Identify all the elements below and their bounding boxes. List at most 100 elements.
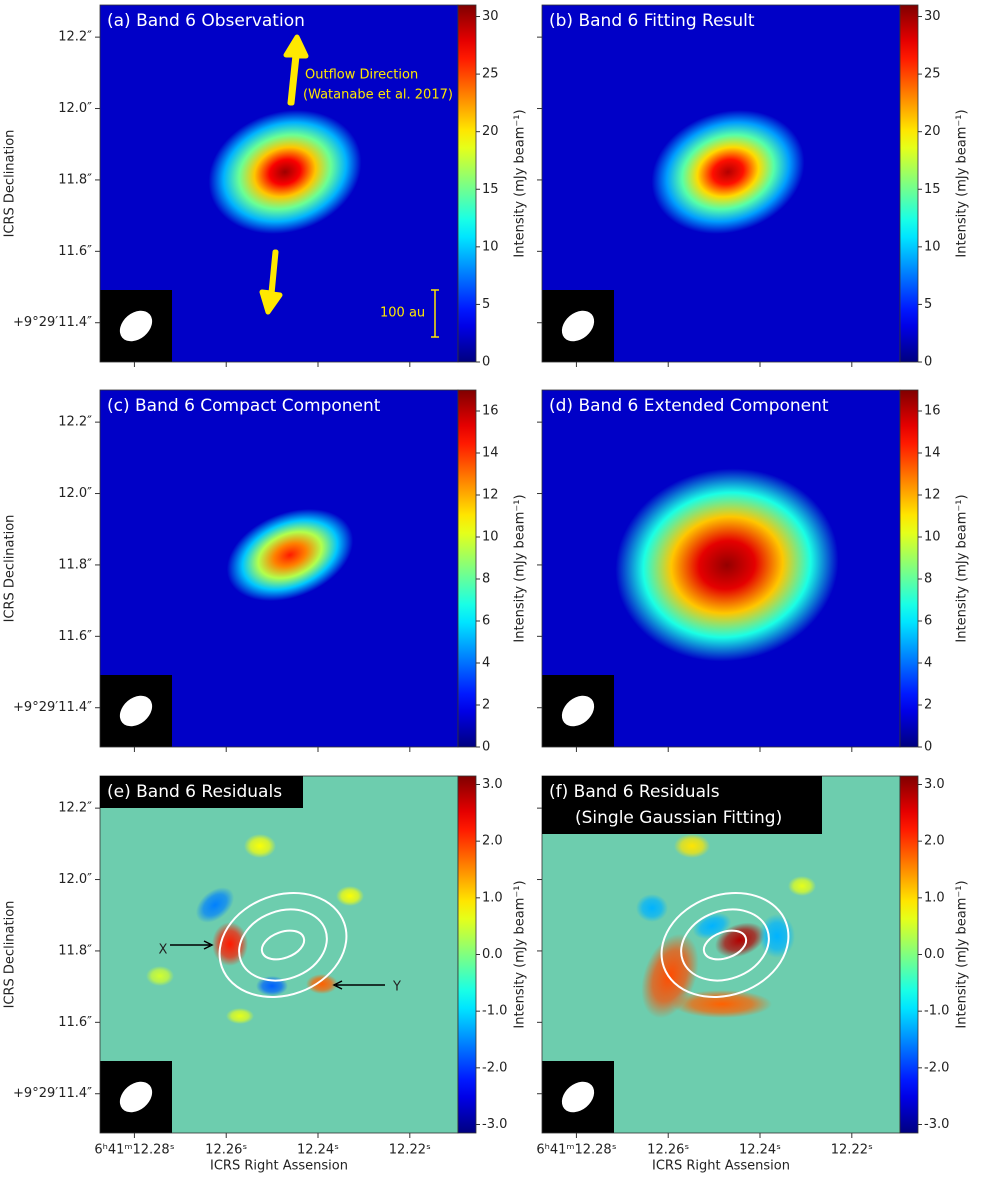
colorbar-tick-label: 0 [482, 740, 490, 755]
y-axis-label: ICRS Declination [3, 515, 18, 623]
colorbar-label: Intensity (mJy beam⁻¹) [955, 109, 970, 257]
scale-bar [431, 289, 439, 338]
contour [702, 929, 748, 961]
colorbar-tick-label: 0 [482, 355, 490, 370]
colorbar-tick-label: 2 [924, 698, 932, 713]
y-tick-label: +9°29′11.4″ [13, 1086, 92, 1101]
colorbar-tick-label: 10 [924, 239, 941, 254]
emission [195, 887, 235, 923]
colorbar-tick-label: 10 [482, 530, 499, 545]
colorbar-tick-label: 16 [924, 404, 941, 419]
annotation: (Watanabe et al. 2017) [303, 88, 453, 103]
x-tick-label: 6ʰ41ᵐ12.28ˢ [536, 1143, 616, 1158]
colorbar-label: Intensity (mJy beam⁻¹) [513, 109, 528, 257]
y-tick-label: +9°29′11.4″ [13, 700, 92, 715]
colorbar-scale [899, 775, 919, 1134]
colorbar-tick-label: 12 [482, 488, 499, 503]
y-tick-label: 12.2″ [58, 415, 92, 430]
emission [208, 110, 362, 234]
colorbar-tick-label: 3.0 [482, 777, 503, 792]
annotation: Y [392, 980, 401, 995]
colorbar-tick-label: 0.0 [482, 947, 503, 962]
colorbar-tick-label: 15 [482, 182, 499, 197]
colorbar-tick-label: 30 [482, 9, 499, 24]
y-tick-label: 11.8″ [58, 943, 92, 958]
beam [561, 310, 595, 342]
colorbar-scale [457, 389, 477, 748]
panel-title: (f) Band 6 Residuals [549, 782, 720, 802]
colorbar-tick-label: 2 [482, 698, 490, 713]
x-tick-label: 6ʰ41ᵐ12.28ˢ [94, 1143, 174, 1158]
colorbar-tick-label: 5 [924, 297, 932, 312]
colorbar-tick-label: 15 [924, 182, 941, 197]
colorbar: 0 5 10 15 20 25 30 Intensity (mJy beam⁻¹) [899, 4, 970, 370]
colorbar-tick-label: 20 [924, 124, 941, 139]
panel-title: (b) Band 6 Fitting Result [549, 11, 755, 31]
y-tick-label: 11.8″ [58, 557, 92, 572]
colorbar: 0 2 4 6 8 10 12 14 16 Intensity (mJy beam⁻¹) [899, 389, 970, 755]
panel: (b) Band 6 Fitting Result 0 5 10 15 20 25 30 Int… [537, 4, 970, 370]
colorbar-label: Intensity (mJy beam⁻¹) [955, 494, 970, 642]
colorbar-tick-label: 0 [924, 355, 932, 370]
title-box [100, 776, 303, 808]
colorbar-tick-label: 10 [482, 239, 499, 254]
emission [336, 886, 364, 906]
y-tick-label: +9°29′11.4″ [13, 315, 92, 330]
colorbar-tick-label: 8 [924, 572, 932, 587]
colorbar-tick-label: -2.0 [924, 1060, 949, 1075]
colorbar-tick-label: 2.0 [482, 834, 503, 849]
colorbar: 0 2 4 6 8 10 12 14 16 Intensity (mJy beam⁻¹) [457, 389, 528, 755]
colorbar-tick-label: 4 [482, 656, 490, 671]
x-tick-label: 12.22ˢ [389, 1143, 431, 1158]
colorbar-tick-label: 3.0 [924, 777, 945, 792]
colorbar-tick-label: 2.0 [924, 834, 945, 849]
emission [759, 914, 795, 958]
colorbar-tick-label: 30 [924, 9, 941, 24]
panel: (c) Band 6 Compact Component +9°29′11.4″ 1… [3, 389, 528, 755]
colorbar-tick-label: 6 [482, 614, 490, 629]
colorbar-tick-label: -1.0 [924, 1004, 949, 1019]
colorbar: 0 5 10 15 20 25 30 Intensity (mJy beam⁻¹) [457, 4, 528, 370]
colorbar-tick-label: 5 [482, 297, 490, 312]
beam [561, 695, 595, 727]
emission [672, 990, 772, 1018]
colorbar-tick-label: 8 [482, 572, 490, 587]
beam [119, 1081, 153, 1113]
x-axis-label: ICRS Right Assension [210, 1159, 348, 1174]
x-tick-label: 12.26ˢ [205, 1143, 247, 1158]
emission [615, 468, 839, 662]
colorbar-tick-label: 10 [924, 530, 941, 545]
y-tick-label: 12.2″ [58, 801, 92, 816]
emission [636, 894, 668, 922]
emission [651, 110, 805, 234]
emission [146, 966, 174, 986]
panel-title: (c) Band 6 Compact Component [107, 396, 381, 416]
panel: (f) Band 6 Residuals (Single Gaussian Fit… [536, 775, 970, 1174]
beam [119, 695, 153, 727]
colorbar-tick-label: 16 [482, 404, 499, 419]
x-tick-label: 12.22ˢ [831, 1143, 873, 1158]
y-axis-label: ICRS Declination [3, 130, 18, 238]
colorbar-tick-label: -1.0 [482, 1004, 507, 1019]
contour [680, 908, 770, 982]
emission [306, 974, 338, 994]
colorbar-tick-label: 25 [924, 67, 941, 82]
beam [561, 1081, 595, 1113]
emission [244, 834, 276, 858]
colorbar-tick-label: -3.0 [924, 1117, 949, 1132]
colorbar-tick-label: 1.0 [924, 890, 945, 905]
contour [660, 892, 790, 998]
panel: (a) Band 6 Observation Outflow Direction (… [3, 4, 528, 370]
y-tick-label: 12.0″ [58, 872, 92, 887]
annotation: Outflow Direction [305, 68, 418, 83]
colorbar: -3.0 -2.0 -1.0 0.0 1.0 2.0 3.0 Intensity (mJy b… [899, 775, 970, 1134]
colorbar-tick-label: 6 [924, 614, 932, 629]
colorbar-tick-label: 1.0 [482, 890, 503, 905]
colorbar-label: Intensity (mJy beam⁻¹) [513, 494, 528, 642]
y-tick-label: 12.0″ [58, 101, 92, 116]
colorbar-tick-label: -2.0 [482, 1060, 507, 1075]
emission [226, 508, 354, 602]
y-tick-label: 11.6″ [58, 1015, 92, 1030]
emission [212, 922, 248, 966]
